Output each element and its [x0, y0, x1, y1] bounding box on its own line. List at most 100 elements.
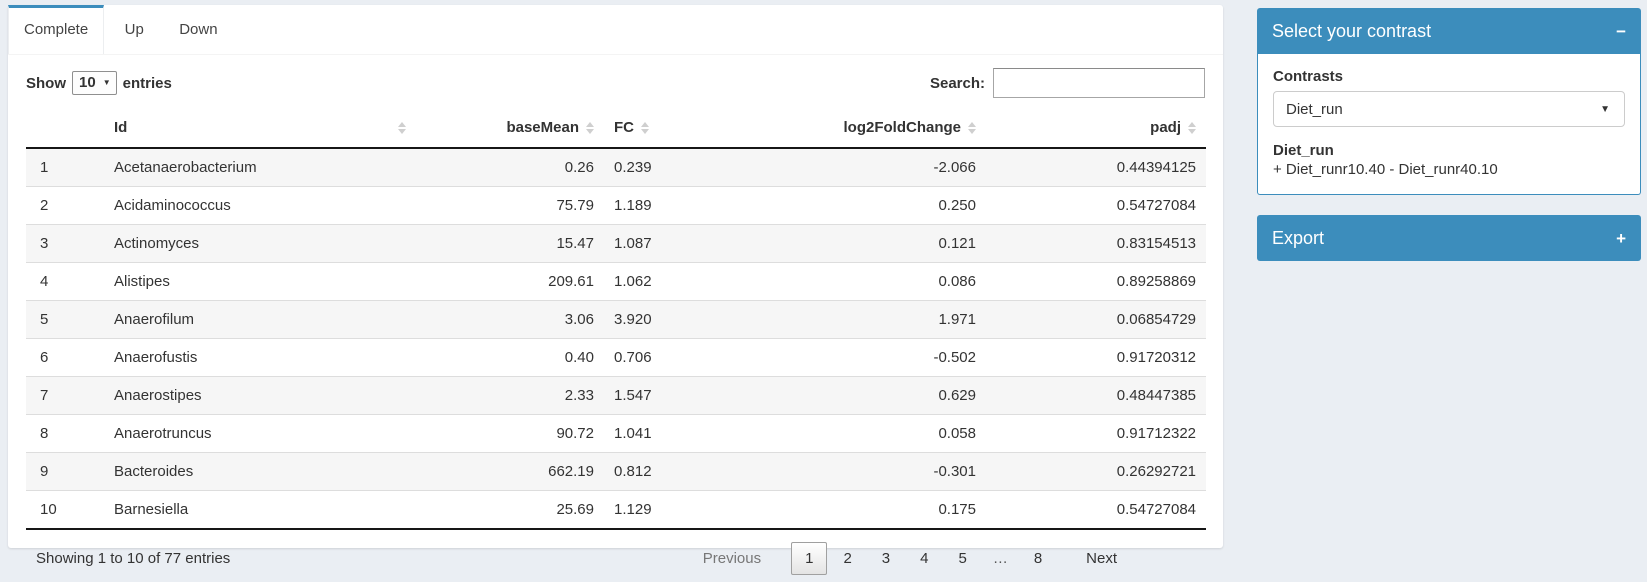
contrasts-label: Contrasts — [1273, 68, 1344, 85]
table-cell-log2fc: 0.058 — [938, 425, 976, 442]
table-cell-rownum: 4 — [40, 273, 49, 290]
tab-bar: Complete Up Down — [8, 5, 1223, 55]
page-button[interactable]: 5 — [958, 550, 967, 567]
table-cell-padj: 0.91712322 — [1116, 425, 1196, 442]
table-cell-padj: 0.26292721 — [1116, 463, 1196, 480]
contrast-panel: Select your contrast − Contrasts Diet_ru… — [1257, 8, 1641, 195]
column-header-id[interactable]: Id — [104, 109, 416, 149]
column-header-rownum — [26, 109, 104, 149]
table-row: 4 Alistipes 209.61 1.062 0.086 0.89258869 — [26, 262, 1206, 301]
table-row: 6 Anaerofustis 0.40 0.706 -0.502 0.91720312 — [26, 338, 1206, 377]
table-cell-padj: 0.54727084 — [1116, 197, 1196, 214]
table-cell-log2fc: -0.301 — [933, 463, 976, 480]
table-cell-log2fc: 0.629 — [938, 387, 976, 404]
page-button[interactable]: 8 — [1033, 550, 1043, 567]
table-cell-rownum: 7 — [40, 387, 49, 404]
tab-down[interactable]: Down — [179, 21, 218, 38]
next-page-button[interactable]: Next — [1086, 550, 1117, 567]
caret-down-icon: ▼ — [102, 78, 111, 87]
column-label: FC — [614, 119, 634, 136]
table-cell-fc: 3.920 — [614, 311, 652, 328]
table-row: 5 Anaerofilum 3.06 3.920 1.971 0.06854729 — [26, 300, 1206, 339]
table-cell-rownum: 3 — [40, 235, 49, 252]
table-cell-id: Anaerostipes — [114, 387, 202, 404]
entries-label: entries — [122, 74, 172, 92]
table-cell-log2fc: 0.121 — [938, 235, 976, 252]
page-button[interactable]: 4 — [920, 550, 929, 567]
page-button[interactable]: 3 — [881, 550, 891, 567]
entries-select[interactable]: 10 ▼ — [72, 71, 117, 95]
table-cell-rownum: 8 — [40, 425, 49, 442]
contrast-select[interactable]: Diet_run ▼ — [1273, 91, 1625, 127]
table-row: 10 Barnesiella 25.69 1.129 0.175 0.54727084 — [26, 490, 1206, 529]
table-cell-log2fc: 0.250 — [938, 197, 976, 214]
table-cell-rownum: 1 — [40, 159, 49, 176]
table-cell-baseMean: 15.47 — [556, 235, 594, 252]
table-header-row: Id baseMean FC log2FoldChange padj — [26, 109, 1206, 149]
show-label: Show — [26, 74, 66, 92]
table-cell-padj: 0.48447385 — [1116, 387, 1196, 404]
export-panel-header: Export + — [1257, 215, 1641, 261]
page-button[interactable]: 1 — [791, 542, 828, 575]
table-cell-id: Actinomyces — [114, 235, 200, 252]
contrast-formula: + Diet_runr10.40 - Diet_runr40.10 — [1273, 161, 1498, 178]
table-cell-baseMean: 3.06 — [564, 311, 594, 328]
caret-down-icon: ▼ — [1600, 103, 1610, 115]
tab-complete[interactable]: Complete — [8, 5, 105, 54]
page-button[interactable]: 2 — [843, 550, 852, 567]
table-cell-fc: 1.129 — [614, 501, 652, 518]
export-panel: Export + — [1257, 215, 1641, 261]
table-cell-padj: 0.91720312 — [1116, 349, 1196, 366]
tab-up[interactable]: Up — [124, 21, 144, 38]
table-footer: Showing 1 to 10 of 77 entries Previous 1 2… — [18, 530, 1213, 575]
column-label: baseMean — [506, 119, 579, 136]
table-cell-rownum: 5 — [40, 311, 49, 328]
column-header-baseMean[interactable]: baseMean — [416, 109, 604, 149]
column-header-padj[interactable]: padj — [986, 109, 1206, 149]
table-cell-log2fc: 0.175 — [938, 501, 976, 518]
table-cell-log2fc: 0.086 — [938, 273, 976, 290]
table-cell-baseMean: 90.72 — [556, 425, 594, 442]
column-header-fc[interactable]: FC — [604, 109, 710, 149]
table-cell-baseMean: 0.26 — [564, 159, 594, 176]
contrast-select-value: Diet_run — [1286, 100, 1343, 118]
table-cell-id: Anaerofilum — [114, 311, 195, 328]
table-cell-baseMean: 2.33 — [564, 387, 594, 404]
table-cell-padj: 0.83154513 — [1116, 235, 1196, 252]
table-cell-log2fc: -0.502 — [933, 349, 976, 366]
table-cell-baseMean: 0.40 — [564, 349, 594, 366]
table-cell-id: Acetanaerobacterium — [114, 159, 257, 176]
contrast-panel-header: Select your contrast − — [1257, 8, 1641, 54]
table-row: 1 Acetanaerobacterium 0.26 0.239 -2.066 0.443… — [26, 148, 1206, 187]
table-row: 9 Bacteroides 662.19 0.812 -0.301 0.26292721 — [26, 452, 1206, 491]
table-cell-id: Anaerotruncus — [114, 425, 212, 442]
pagination: Previous 1 2 3 4 5 … 8 Next — [687, 542, 1131, 575]
table-cell-rownum: 9 — [40, 463, 49, 480]
contrast-name: Diet_run — [1273, 142, 1334, 159]
table-cell-fc: 1.041 — [614, 425, 652, 442]
search-input[interactable] — [993, 68, 1205, 98]
table-cell-fc: 1.062 — [614, 273, 652, 290]
export-panel-title: Export — [1272, 227, 1325, 248]
table-cell-id: Anaerofustis — [114, 349, 198, 366]
previous-page-button[interactable]: Previous — [702, 550, 762, 567]
table-cell-baseMean: 209.61 — [548, 273, 594, 290]
table-cell-padj: 0.89258869 — [1116, 273, 1196, 290]
table-cell-rownum: 2 — [40, 197, 49, 214]
column-label: log2FoldChange — [843, 119, 962, 136]
sort-icon — [586, 121, 594, 134]
table-row: 3 Actinomyces 15.47 1.087 0.121 0.83154513 — [26, 224, 1206, 263]
column-label: Id — [114, 119, 128, 136]
column-label: padj — [1150, 119, 1181, 136]
table-cell-fc: 0.812 — [614, 463, 652, 480]
table-cell-baseMean: 25.69 — [556, 501, 594, 518]
table-cell-baseMean: 75.79 — [556, 197, 594, 214]
sort-icon — [398, 121, 406, 134]
table-cell-log2fc: -2.066 — [933, 159, 976, 176]
table-row: 2 Acidaminococcus 75.79 1.189 0.250 0.5472708… — [26, 186, 1206, 225]
column-header-log2fc[interactable]: log2FoldChange — [710, 109, 986, 149]
table-cell-padj: 0.06854729 — [1116, 311, 1196, 328]
expand-plus-icon[interactable]: + — [1616, 228, 1626, 248]
collapse-minus-icon[interactable]: − — [1616, 21, 1626, 41]
table-cell-baseMean: 662.19 — [548, 463, 594, 480]
